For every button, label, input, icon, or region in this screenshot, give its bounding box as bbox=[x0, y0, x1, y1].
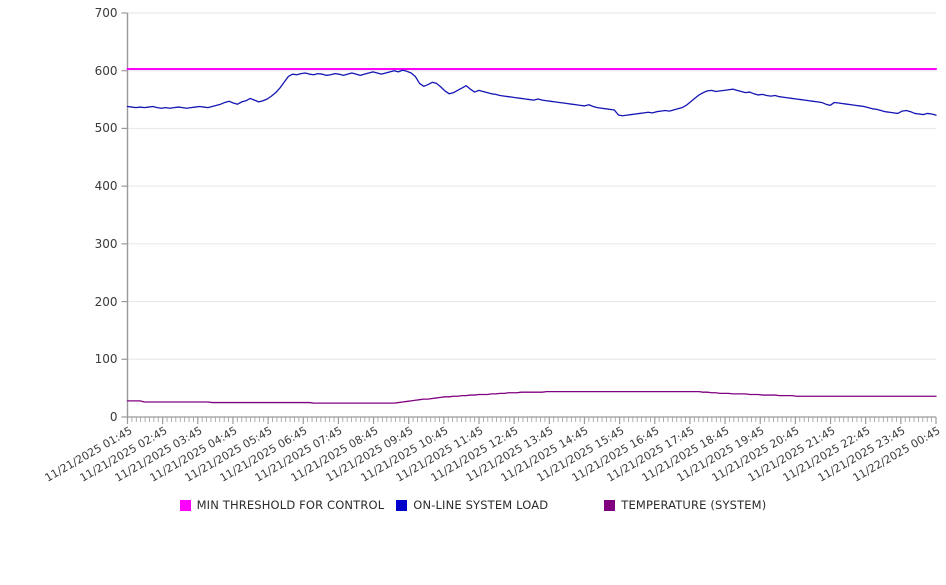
legend-swatch-min-threshold bbox=[179, 499, 191, 511]
legend-item-temperature[interactable]: TEMPERATURE (SYSTEM) bbox=[604, 498, 766, 512]
chart-legend: MIN THRESHOLD FOR CONTROL ON-LINE SYSTEM… bbox=[0, 494, 946, 516]
legend-label-min-threshold: MIN THRESHOLD FOR CONTROL bbox=[196, 498, 385, 512]
x-axis-ticks bbox=[126, 417, 937, 424]
plot-area bbox=[121, 12, 937, 424]
y-axis-tick-label: 0 bbox=[109, 410, 118, 424]
y-axis-tick-label: 600 bbox=[94, 63, 118, 78]
legend-label-online-system-load: ON-LINE SYSTEM LOAD bbox=[413, 498, 549, 512]
axis-lines bbox=[126, 13, 936, 418]
gridlines bbox=[127, 12, 936, 418]
series-line-temperature-system bbox=[126, 390, 937, 404]
legend-swatch-online-system-load bbox=[396, 499, 408, 511]
legend-item-min-threshold[interactable]: MIN THRESHOLD FOR CONTROL bbox=[179, 498, 385, 512]
series-lines bbox=[126, 67, 937, 404]
y-axis-tick-label: 400 bbox=[94, 179, 118, 194]
legend-swatch-temperature bbox=[604, 499, 616, 511]
legend-label-temperature: TEMPERATURE (SYSTEM) bbox=[621, 498, 767, 512]
y-axis-tick-label: 100 bbox=[94, 352, 118, 367]
y-axis-ticks bbox=[121, 12, 128, 418]
y-axis-tick-label: 700 bbox=[94, 6, 118, 20]
line-chart: 700 600 500 400 300 200 100 0 11/21/2025 01:45 1… bbox=[0, 6, 946, 516]
y-axis-tick-label: 500 bbox=[94, 121, 118, 136]
legend-item-online-system-load[interactable]: ON-LINE SYSTEM LOAD bbox=[396, 498, 548, 512]
y-axis-tick-label: 300 bbox=[94, 236, 118, 251]
series-line-on-line-system-load bbox=[126, 69, 937, 117]
y-axis-tick-label: 200 bbox=[94, 294, 118, 309]
